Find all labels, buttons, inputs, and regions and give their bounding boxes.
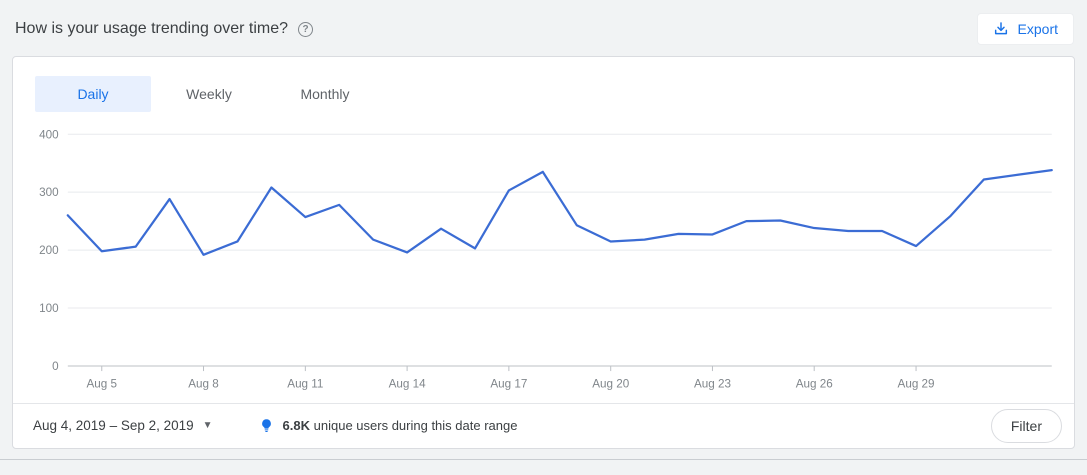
filter-button[interactable]: Filter — [990, 408, 1062, 443]
svg-text:Aug 23: Aug 23 — [694, 377, 731, 390]
export-label: Export — [1017, 21, 1058, 37]
svg-text:Aug 11: Aug 11 — [287, 377, 323, 390]
usage-line-chart[interactable]: 0 100 200 300 400 Aug 5 Aug 8 Aug 11 Aug 14 Aug 1… — [13, 116, 1074, 403]
date-range-label: Aug 4, 2019 – Sep 2, 2019 — [33, 418, 194, 434]
date-range-selector[interactable]: Aug 4, 2019 – Sep 2, 2019 ▼ — [33, 418, 213, 433]
tab-monthly[interactable]: Monthly — [267, 76, 383, 112]
insight-text: 6.8K unique users during this date range — [283, 418, 518, 433]
export-button[interactable]: Export — [976, 13, 1074, 45]
svg-text:0: 0 — [52, 360, 59, 373]
next-section-edge — [0, 458, 1087, 460]
svg-text:Aug 17: Aug 17 — [490, 377, 527, 390]
help-icon[interactable]: ? — [298, 21, 314, 37]
svg-text:200: 200 — [39, 244, 59, 257]
svg-text:Aug 8: Aug 8 — [188, 377, 219, 390]
download-icon — [993, 21, 1009, 37]
svg-text:Aug 5: Aug 5 — [87, 377, 118, 390]
lightbulb-icon — [259, 418, 274, 433]
svg-text:Aug 26: Aug 26 — [796, 377, 833, 390]
svg-text:Aug 20: Aug 20 — [592, 377, 630, 390]
svg-text:Aug 14: Aug 14 — [389, 377, 427, 390]
svg-text:300: 300 — [39, 186, 59, 199]
header: How is your usage trending over time? ? … — [0, 0, 1087, 56]
chart-svg[interactable]: 0 100 200 300 400 Aug 5 Aug 8 Aug 11 Aug 14 Aug 1… — [19, 120, 1066, 403]
svg-text:Aug 29: Aug 29 — [898, 377, 935, 390]
svg-text:100: 100 — [39, 302, 59, 315]
title-wrap: How is your usage trending over time? ? — [15, 20, 314, 38]
insight: 6.8K unique users during this date range — [259, 418, 518, 433]
chevron-down-icon: ▼ — [202, 420, 213, 432]
tab-weekly[interactable]: Weekly — [151, 76, 267, 112]
tab-daily[interactable]: Daily — [35, 76, 151, 112]
usage-card: Daily Weekly Monthly 0 100 200 300 400 Aug 5 A… — [12, 56, 1075, 449]
usage-dashboard: How is your usage trending over time? ? … — [0, 0, 1087, 460]
unique-users-label: unique users during this date range — [313, 418, 518, 434]
svg-text:400: 400 — [39, 128, 59, 141]
granularity-tabs: Daily Weekly Monthly — [13, 57, 1074, 116]
card-footer: Aug 4, 2019 – Sep 2, 2019 ▼ 6.8K unique … — [13, 402, 1074, 448]
unique-users-count: 6.8K — [282, 418, 311, 434]
page-title: How is your usage trending over time? — [15, 20, 289, 37]
